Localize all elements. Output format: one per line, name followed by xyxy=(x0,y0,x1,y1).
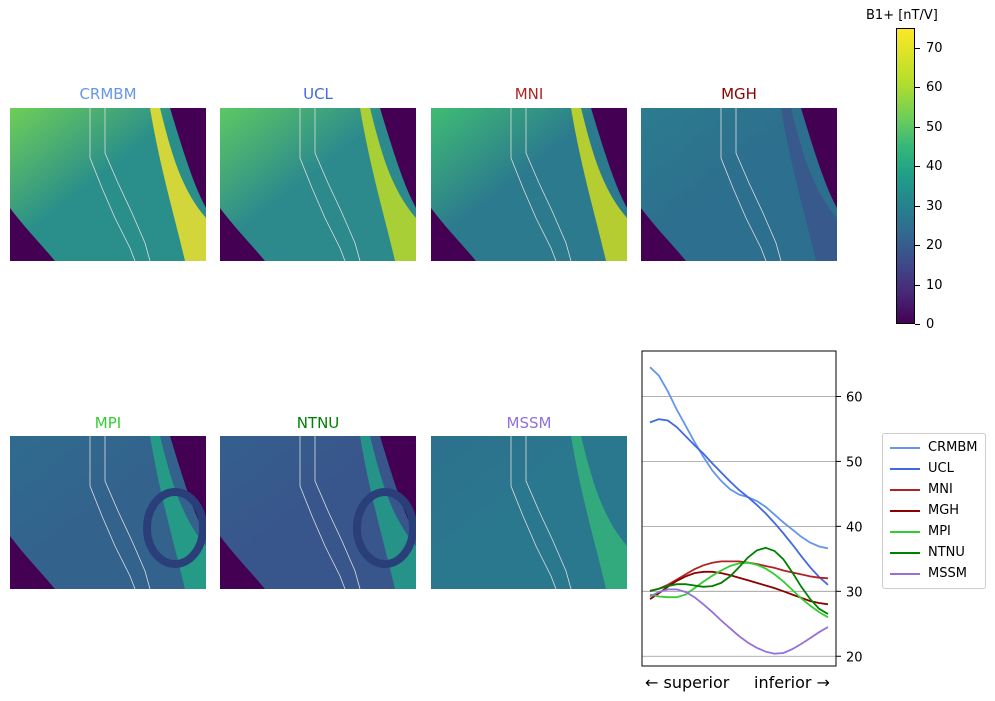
legend-item: MNI xyxy=(883,479,985,500)
colorbar-tick xyxy=(915,285,920,286)
colorbar-tick-label: 60 xyxy=(926,80,943,95)
legend-label: MGH xyxy=(928,503,960,518)
series-line-ucl xyxy=(649,418,829,586)
legend-label: UCL xyxy=(928,461,954,476)
series-line-mssm xyxy=(649,588,829,655)
colorbar-tick-label: 0 xyxy=(926,317,935,332)
panel-title-mpi: MPI xyxy=(94,414,122,432)
panel-title-crmbm: CRMBM xyxy=(79,85,137,103)
panel-mni xyxy=(431,108,627,261)
panel-title-ucl: UCL xyxy=(303,85,333,103)
legend-item: NTNU xyxy=(883,542,985,563)
b1-map-mgh xyxy=(641,108,837,261)
y-tick-label: 50 xyxy=(846,455,863,470)
panel-title-ntnu: NTNU xyxy=(296,414,340,432)
colorbar-tick-label: 40 xyxy=(926,159,943,174)
series-line-crmbm xyxy=(649,366,829,550)
colorbar-tick xyxy=(915,206,920,207)
colorbar-title: B1+ [nT/V] xyxy=(866,8,938,23)
legend-swatch xyxy=(890,510,920,512)
colorbar-tick-label: 50 xyxy=(926,120,943,135)
chart-frame xyxy=(641,350,837,667)
panel-ntnu xyxy=(220,436,416,589)
colorbar-tick xyxy=(915,127,920,128)
legend-label: MNI xyxy=(928,482,953,497)
colorbar-tick-label: 30 xyxy=(926,199,943,214)
b1-map-mpi xyxy=(10,436,206,589)
series-line-mni xyxy=(649,560,829,593)
panel-crmbm xyxy=(10,108,206,261)
legend-item: UCL xyxy=(883,458,985,479)
b1-map-mssm xyxy=(431,436,627,589)
legend-label: CRMBM xyxy=(928,440,978,455)
y-tick-label: 40 xyxy=(846,520,863,535)
x-label-superior: ← superior xyxy=(645,673,730,692)
panel-mpi xyxy=(10,436,206,589)
colorbar-tick xyxy=(915,48,920,49)
b1-map-ntnu xyxy=(220,436,416,589)
legend-item: MPI xyxy=(883,521,985,542)
panel-mgh xyxy=(641,108,837,261)
colorbar-tick xyxy=(915,87,920,88)
colorbar-tick xyxy=(915,245,920,246)
panel-ucl xyxy=(220,108,416,261)
b1-map-ucl xyxy=(220,108,416,261)
legend-item: MSSM xyxy=(883,563,985,584)
legend-swatch xyxy=(890,531,920,533)
colorbar xyxy=(896,28,915,324)
panel-title-mgh: MGH xyxy=(721,85,757,103)
series-line-ntnu xyxy=(649,546,829,615)
colorbar-tick xyxy=(915,324,920,325)
series-line-mpi xyxy=(649,561,829,619)
b1-map-crmbm xyxy=(10,108,206,261)
legend-label: NTNU xyxy=(928,545,965,560)
panel-title-mni: MNI xyxy=(514,85,544,103)
legend-swatch xyxy=(890,468,920,470)
y-tick-label: 60 xyxy=(846,390,863,405)
panel-mssm xyxy=(431,436,627,589)
legend-swatch xyxy=(890,489,920,491)
colorbar-tick-label: 20 xyxy=(926,238,943,253)
colorbar-tick xyxy=(915,166,920,167)
y-tick-label: 30 xyxy=(846,585,863,600)
legend: CRMBM UCL MNI MGH MPI NTNU MSSM xyxy=(882,433,986,589)
panel-title-mssm: MSSM xyxy=(506,414,552,432)
y-tick-label: 20 xyxy=(846,650,863,665)
b1-map-mni xyxy=(431,108,627,261)
legend-swatch xyxy=(890,573,920,575)
legend-label: MSSM xyxy=(928,566,967,581)
legend-swatch xyxy=(890,447,920,449)
colorbar-tick-label: 70 xyxy=(926,41,943,56)
colorbar-tick-label: 10 xyxy=(926,278,943,293)
legend-swatch xyxy=(890,552,920,554)
legend-label: MPI xyxy=(928,524,951,539)
legend-item: CRMBM xyxy=(883,437,985,458)
x-label-inferior: inferior → xyxy=(754,673,830,692)
legend-item: MGH xyxy=(883,500,985,521)
